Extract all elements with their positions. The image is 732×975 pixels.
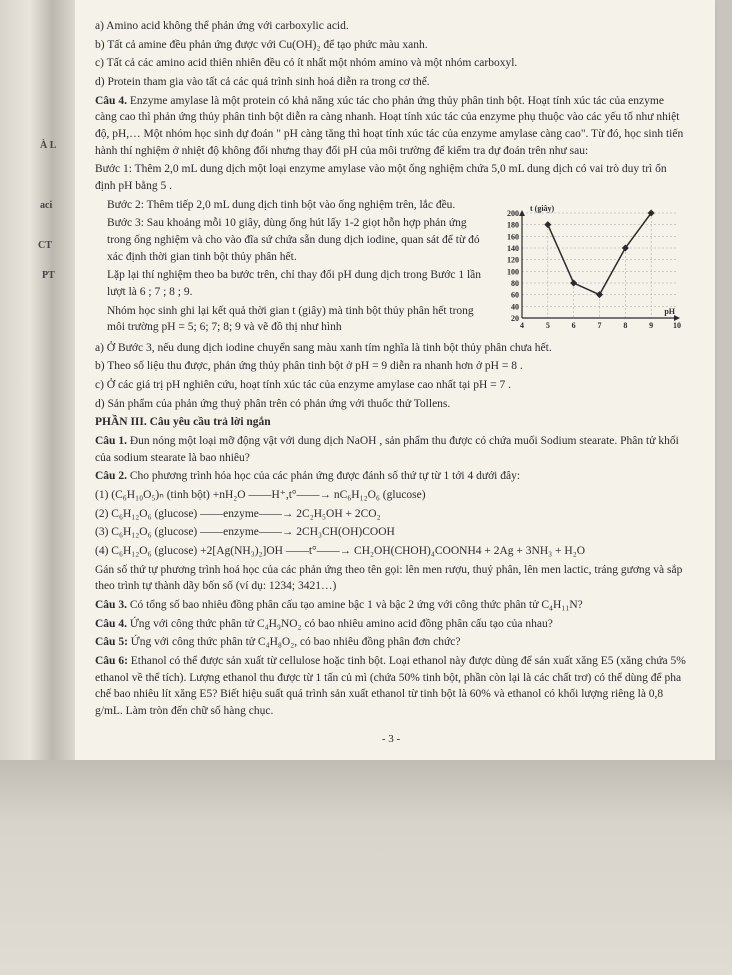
svg-text:160: 160 <box>507 232 519 241</box>
svg-text:120: 120 <box>507 255 519 264</box>
eq3: (3) C₆H₁₂O₆ (glucose) ——enzyme——→ 2CH₃CH… <box>95 524 687 541</box>
cau4-text: Enzyme amylase là một protein có khả năn… <box>95 95 683 157</box>
cau4-opt-a: a) Ở Bước 3, nếu dung dịch iodine chuyển… <box>95 340 687 357</box>
option-d: d) Protein tham gia vào tất cả các quá t… <box>95 74 687 91</box>
phan3-cau5: Câu 5: Ứng với công thức phân tử C₄H₈O₂,… <box>95 634 687 651</box>
cau4-paragraph: Câu 4. Enzyme amylase là một protein có … <box>95 93 687 160</box>
margin-text-4: PT <box>42 270 55 281</box>
chart: 20 40 60 80 100 120 140 160 180 200 4 5 6 7 8 9 10 t (giâ… <box>492 201 687 336</box>
option-b: b) Tất cả amine đều phản ứng được với Cu… <box>95 37 687 54</box>
option-a: a) Amino acid không thể phản ứng với car… <box>95 18 687 35</box>
eq2: (2) C₆H₁₂O₆ (glucose) ——enzyme——→ 2C₂H₅O… <box>95 506 687 523</box>
phan3-cau2: Câu 2. Cho phương trình hóa học của các … <box>95 468 687 485</box>
svg-text:80: 80 <box>511 279 519 288</box>
svg-text:8: 8 <box>623 321 627 330</box>
svg-text:pH: pH <box>664 307 675 316</box>
cau4-buoc1: Bước 1: Thêm 2,0 mL dung dịch một loại e… <box>95 161 687 194</box>
cau4-opt-c: c) Ở các giá trị pH nghiên cứu, hoạt tín… <box>95 377 687 394</box>
page-number: - 3 - <box>95 732 687 748</box>
svg-text:100: 100 <box>507 267 519 276</box>
margin-text-2: aci <box>40 200 52 211</box>
document-page: a) Amino acid không thể phản ứng với car… <box>75 0 715 768</box>
option-c: c) Tất cả các amino acid thiên nhiên đều… <box>95 55 687 72</box>
svg-text:9: 9 <box>649 321 653 330</box>
margin-text-3: CT <box>38 240 52 251</box>
table-surface <box>0 760 732 975</box>
svg-text:10: 10 <box>673 321 681 330</box>
phan3-cau1: Câu 1. Câu 1. Đun nóng một loại mỡ động … <box>95 433 687 466</box>
svg-text:60: 60 <box>511 290 519 299</box>
cau4-opt-d: d) Sản phẩm của phản ứng thuỷ phân trên … <box>95 396 687 413</box>
cau4-title: Câu 4. <box>95 95 127 107</box>
svg-text:180: 180 <box>507 220 519 229</box>
svg-text:t (giây): t (giây) <box>530 204 555 213</box>
svg-text:4: 4 <box>520 321 524 330</box>
svg-text:40: 40 <box>511 302 519 311</box>
svg-text:5: 5 <box>546 321 550 330</box>
phan3-cau6: Câu 6: Ethanol có thể được sản xuất từ c… <box>95 653 687 720</box>
eq1: (1) (C₆H₁₀O₅)ₙ (tinh bột) +nH₂O ——H⁺,t°—… <box>95 487 687 504</box>
margin-text-1: À L <box>40 140 56 151</box>
chart-svg: 20 40 60 80 100 120 140 160 180 200 4 5 6 7 8 9 10 t (giâ… <box>492 201 687 336</box>
eq4: (4) C₆H₁₂O₆ (glucose) +2[Ag(NH₃)₂]OH ——t… <box>95 543 687 560</box>
binding-edge <box>0 0 75 760</box>
phan3-cau4: Câu 4. Ứng với công thức phân tử C₄H₉NO₂… <box>95 616 687 633</box>
phan3-title: PHẦN III. Câu yêu cầu trả lời ngắn <box>95 414 687 431</box>
svg-text:6: 6 <box>572 321 576 330</box>
svg-text:140: 140 <box>507 244 519 253</box>
phan3-cau3: Câu 3. Có tổng số bao nhiêu đồng phân cấ… <box>95 597 687 614</box>
svg-text:200: 200 <box>507 209 519 218</box>
cau4-opt-b: b) Theo số liệu thu được, phản ứng thủy … <box>95 358 687 375</box>
svg-text:7: 7 <box>598 321 602 330</box>
phan3-gan: Gán số thứ tự phương trình hoá học của c… <box>95 562 687 595</box>
svg-text:20: 20 <box>511 314 519 323</box>
